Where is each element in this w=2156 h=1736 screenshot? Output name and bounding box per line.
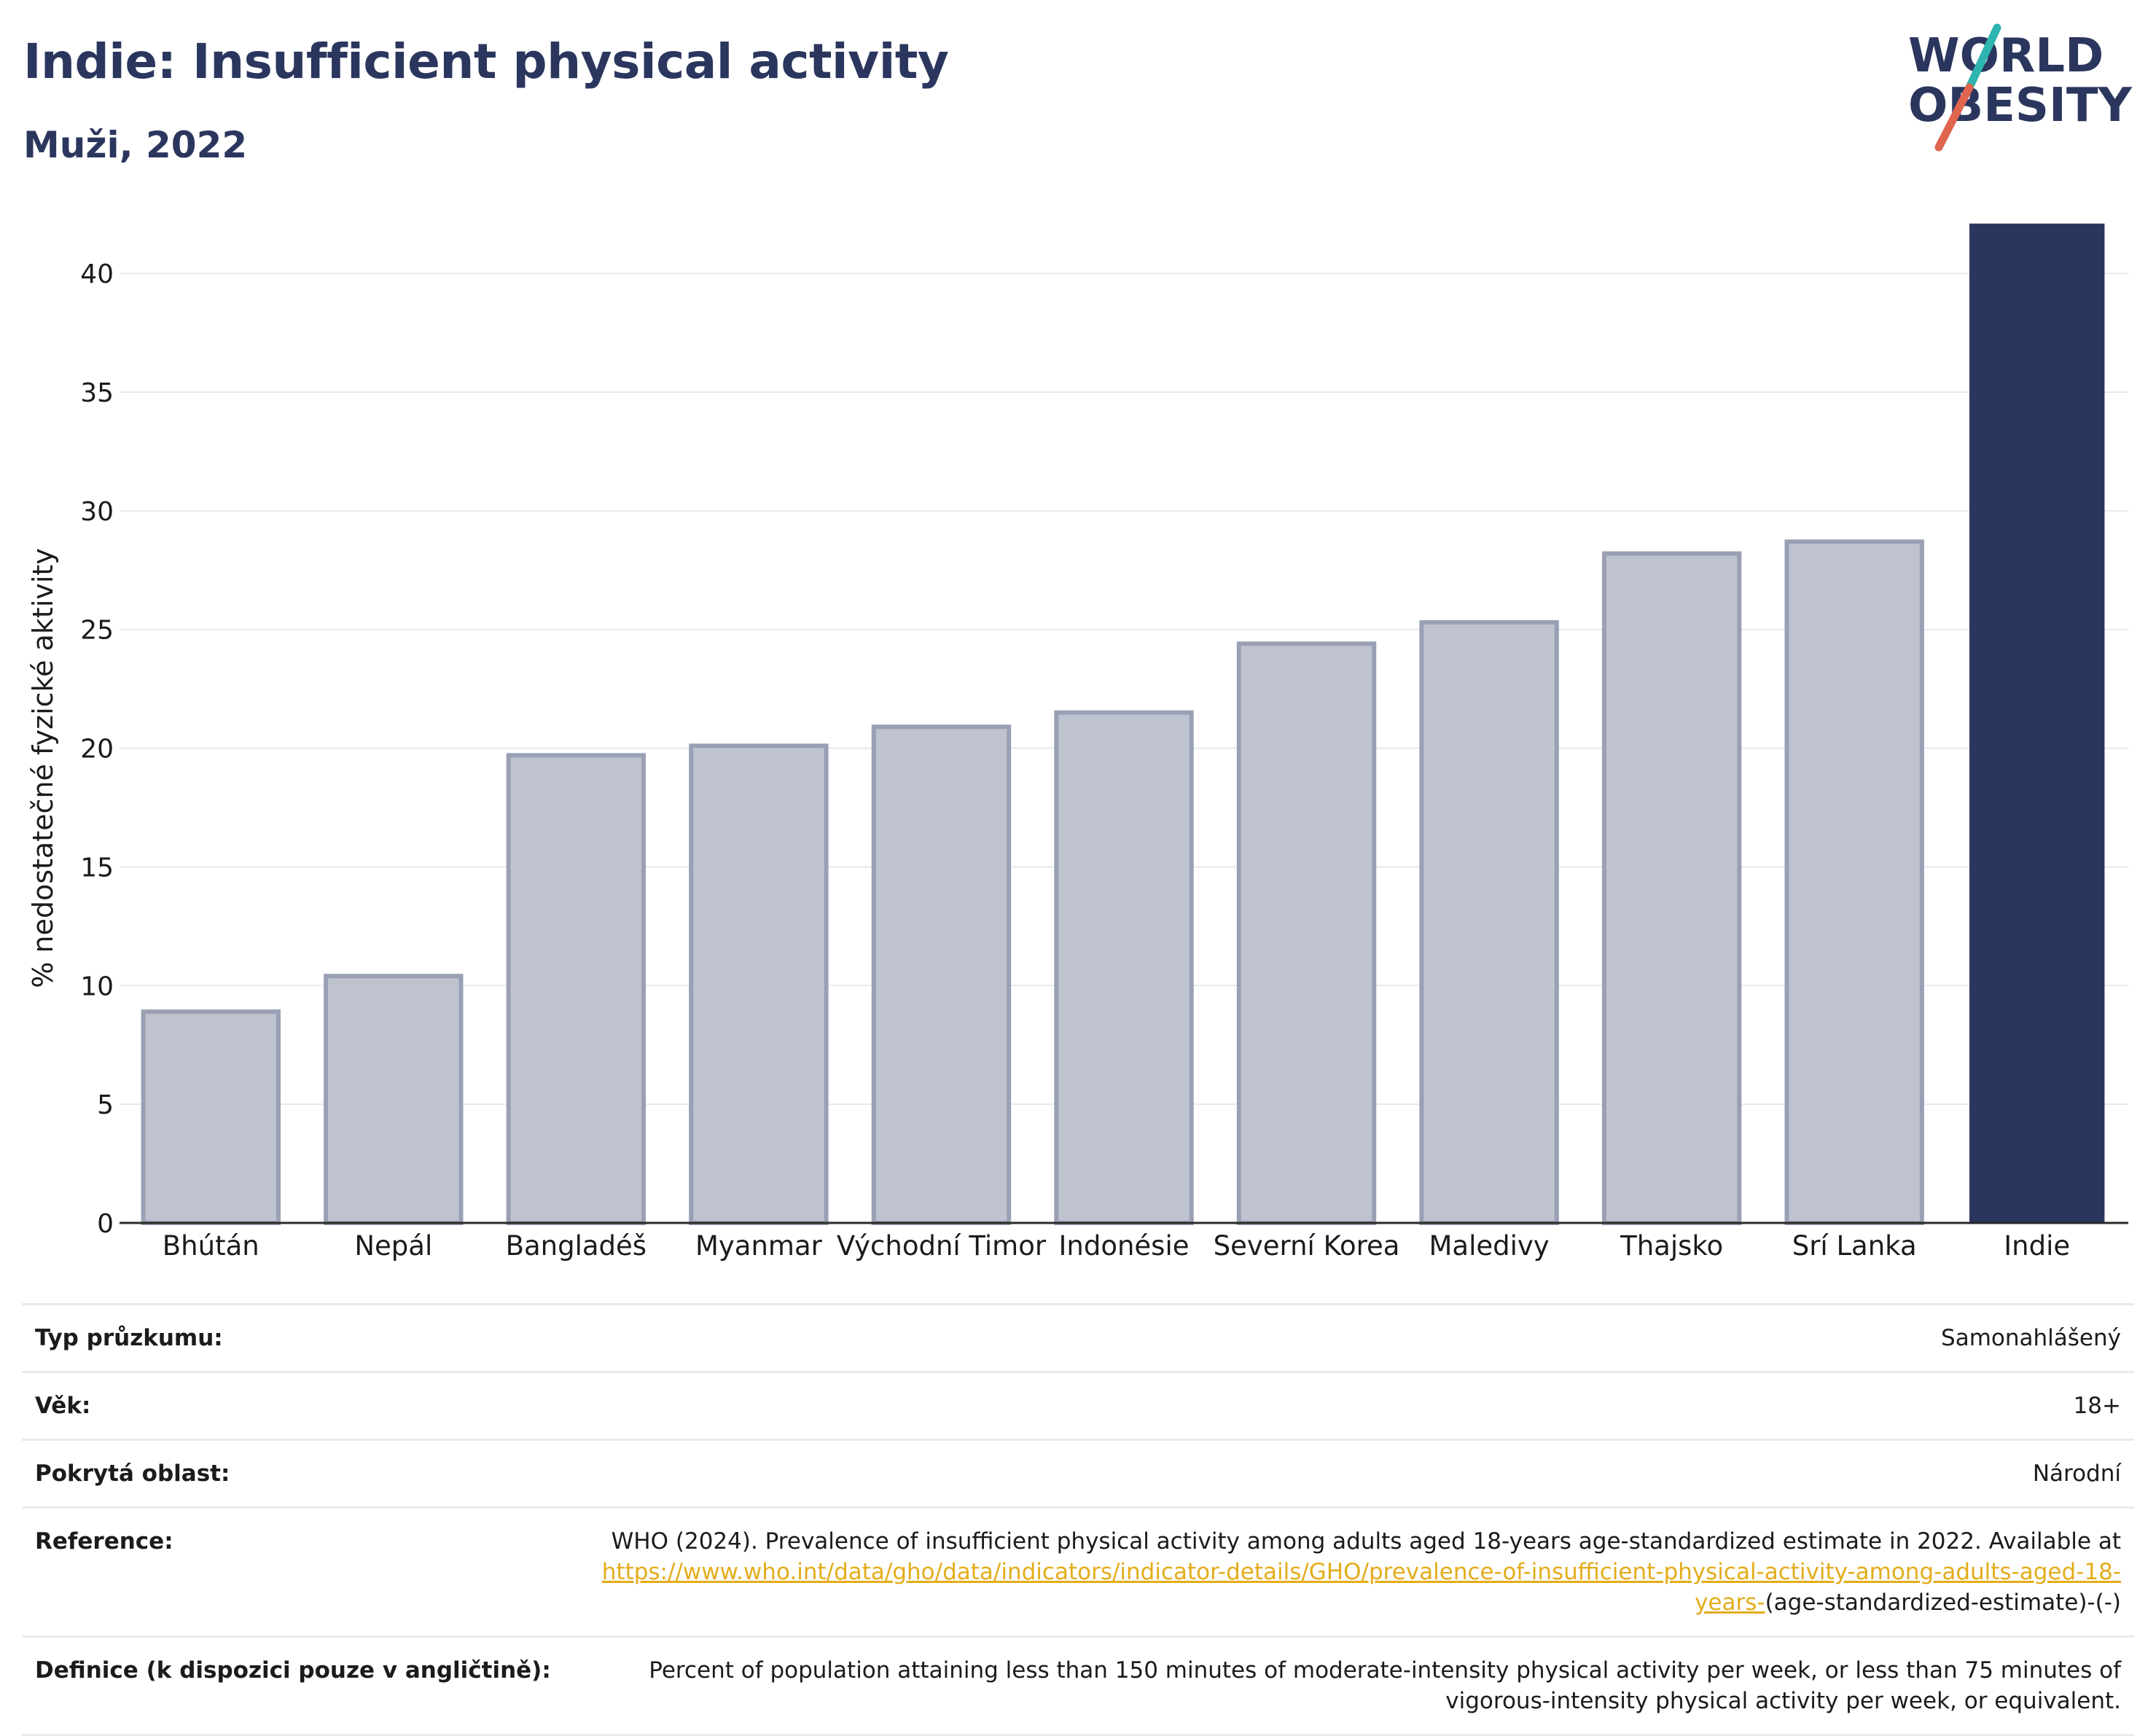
y-tick-label: 40 (80, 259, 114, 289)
bar (1969, 223, 2105, 1223)
definition-key: Definice (k dispozici pouze v angličtině… (35, 1657, 551, 1684)
definition-value: Percent of population attaining less tha… (649, 1657, 2121, 1714)
reference-link[interactable]: https://www.who.int/data/gho/data/indica… (601, 1559, 2121, 1616)
reference-suffix: (age-standardized-estimate)-(-) (1765, 1590, 2121, 1616)
bars (141, 223, 2105, 1226)
details-key: Typ průzkumu: (35, 1325, 223, 1351)
logo-slash-bottom (1934, 83, 1974, 152)
bar (1054, 710, 1194, 1225)
x-tick-label: Indonésie (1058, 1230, 1189, 1262)
y-tick-label: 20 (80, 735, 114, 765)
x-tick-label: Bangladéš (506, 1230, 647, 1262)
x-tick-label: Nepál (354, 1230, 432, 1262)
reference-value: WHO (2024). Prevalence of insufficient p… (573, 1508, 2134, 1637)
details-row: Věk: 18+ (22, 1372, 2134, 1440)
details-table: Typ průzkumu: Samonahlášený Věk: 18+ Pokrytá… (22, 1303, 2134, 1736)
y-tick-label: 10 (80, 971, 114, 1001)
x-tick-label: Maledivy (1429, 1230, 1549, 1262)
y-tick-label: 30 (80, 497, 114, 527)
x-tick-label: Bhútán (163, 1230, 259, 1262)
details-body: Typ průzkumu: Samonahlášený Věk: 18+ Pokrytá… (22, 1304, 2134, 1508)
bar (1784, 539, 1924, 1225)
bar-chart: 0 5 10 15 20 25 30 35 40 Bhútán Nepál Bangladéš Mya… (27, 223, 2128, 1262)
x-axis-labels: Bhútán Nepál Bangladéš Myanmar Východní Timo… (163, 1230, 2070, 1262)
page-subtitle: Muži, 2022 (23, 124, 248, 166)
details-row: Typ průzkumu: Samonahlášený (22, 1304, 2134, 1372)
bar (689, 743, 829, 1225)
details-value: Samonahlášený (1941, 1325, 2121, 1351)
x-tick-label: Thajsko (1620, 1230, 1723, 1262)
details-value: Národní (2032, 1461, 2121, 1487)
logo-slash-top (1965, 23, 2001, 92)
bar (506, 753, 647, 1225)
x-tick-label: Východní Timor (837, 1230, 1047, 1262)
y-tick-label: 35 (80, 378, 114, 408)
x-tick-label: Indie (2004, 1230, 2070, 1262)
y-tick-label: 25 (80, 616, 114, 646)
y-tick-label: 0 (97, 1209, 114, 1239)
details-key: Pokrytá oblast: (35, 1461, 230, 1487)
x-tick-label: Severní Korea (1214, 1230, 1400, 1262)
x-tick-label: Srí Lanka (1792, 1230, 1917, 1262)
page-title: Indie: Insufficient physical activity (23, 34, 949, 90)
logo-line2: OBESITY (1908, 79, 2132, 133)
y-tick-label: 5 (97, 1090, 114, 1120)
reference-row: Reference: WHO (2024). Prevalence of ins… (22, 1507, 2134, 1637)
world-obesity-logo: WORLD OBESITY (1908, 23, 2132, 152)
details-value: 18+ (2073, 1393, 2121, 1419)
y-axis-ticks: 0 5 10 15 20 25 30 35 40 (80, 259, 114, 1239)
bar (1236, 641, 1377, 1225)
reference-text: WHO (2024). Prevalence of insufficient p… (611, 1528, 2121, 1555)
y-axis-title: % nedostatečné fyzické aktivity (27, 548, 59, 988)
bar (324, 974, 464, 1226)
x-tick-label: Myanmar (695, 1230, 823, 1262)
y-tick-label: 15 (80, 853, 114, 883)
details-row: Pokrytá oblast: Národní (22, 1439, 2134, 1508)
bar (871, 724, 1012, 1225)
logo-line1: WORLD (1908, 29, 2104, 83)
bar (1419, 619, 1559, 1225)
details-key: Věk: (35, 1393, 91, 1419)
reference-key: Reference: (35, 1528, 173, 1555)
bar (141, 1009, 281, 1225)
bar (1601, 551, 1742, 1225)
definition-row: Definice (k dispozici pouze v angličtině… (22, 1636, 2134, 1735)
